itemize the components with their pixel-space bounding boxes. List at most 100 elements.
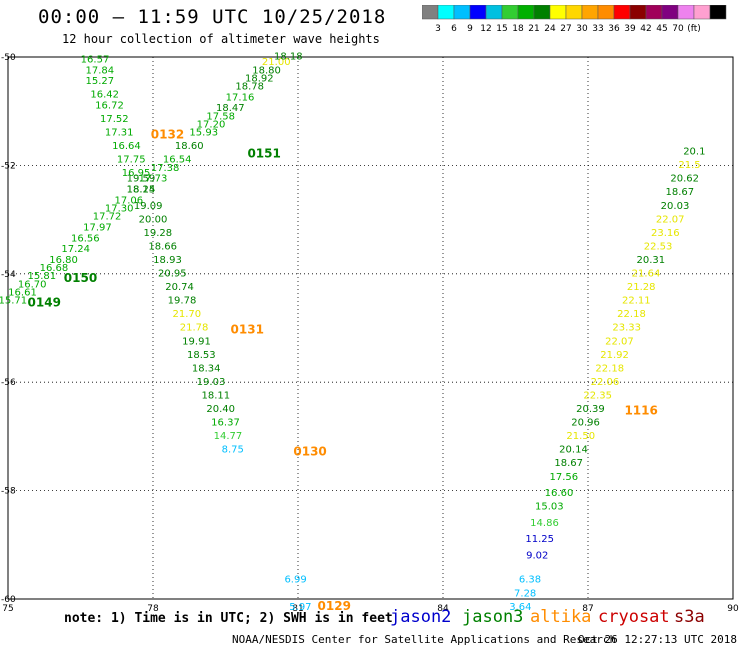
wave-height-value: 16.95 [122, 168, 151, 179]
wave-height-value: 21.64 [632, 269, 661, 280]
wave-height-value: 3.64 [509, 602, 531, 613]
colorbar-label: 70 [672, 24, 684, 34]
pass-label: 0131 [231, 322, 264, 336]
colorbar-label: 15 [496, 24, 507, 34]
x-tick-label: 90 [727, 604, 739, 614]
wave-height-value: 18.47 [216, 103, 245, 114]
wave-height-value: 22.18 [617, 309, 646, 320]
wave-height-value: 16.68 [40, 263, 69, 274]
color-scale-legend: 3 6 9 12 15 18 21 24 27 30 33 36 39 42 45 70 (ft) [422, 5, 727, 34]
wave-height-value: 19.09 [134, 201, 163, 212]
colorbar-label: 21 [528, 24, 539, 34]
footer-note: note: 1) Time is in UTC; 2) SWH is in fe… [64, 611, 393, 626]
legend-item-jason3: jason3 [462, 607, 524, 627]
wave-height-value: 16.60 [545, 488, 574, 499]
wave-height-value: 20.95 [158, 269, 187, 280]
wave-height-value: 17.84 [86, 65, 115, 76]
y-tick-label: -50 [1, 53, 16, 63]
wave-height-value: 17.20 [197, 119, 226, 130]
footer-credit: NOAA/NESDIS Center for Satellite Applica… [232, 633, 617, 646]
colorbar-label: 30 [576, 24, 588, 34]
legend-item-jason2: jason2 [390, 607, 452, 627]
wave-height-value: 17.56 [550, 472, 579, 483]
wave-height-value: 16.37 [211, 418, 240, 429]
wave-height-value: 19.28 [144, 228, 173, 239]
wave-height-value: 20.62 [670, 174, 699, 185]
wave-height-value: 21.00 [262, 57, 291, 68]
colorbar-label: 9 [467, 24, 473, 34]
wave-height-value: 16.54 [163, 155, 192, 166]
wave-height-value: 18.93 [153, 255, 182, 266]
pass-label: 0150 [64, 271, 97, 285]
wave-height-value: 21.70 [173, 309, 202, 320]
pass-label: 0129 [318, 599, 351, 613]
wave-height-value: 8.75 [222, 445, 244, 456]
wave-height-value: 20.00 [139, 214, 168, 225]
wave-height-value: 19.03 [197, 377, 226, 388]
wave-height-value: 21.5 [678, 160, 700, 171]
wave-height-value: 15.27 [86, 76, 115, 87]
chart-title: 00:00 – 11:59 UTC 10/25/2018 [38, 6, 387, 28]
wave-height-value: 16.72 [95, 100, 124, 111]
wave-height-value: 17.31 [105, 128, 134, 139]
wave-height-value: 22.53 [644, 241, 673, 252]
wave-height-value: 20.31 [637, 255, 666, 266]
wave-height-value: 19.91 [182, 336, 211, 347]
x-tick-label: 78 [147, 604, 159, 614]
wave-height-value: 14.77 [214, 431, 243, 442]
wave-height-value: 7.28 [514, 588, 536, 599]
wave-height-value: 16.56 [71, 233, 100, 244]
colorbar-label: 18 [512, 24, 524, 34]
x-tick-label: 75 [2, 604, 13, 614]
wave-height-value: 6.38 [519, 575, 541, 586]
x-tick-label: 87 [582, 604, 593, 614]
wave-height-value: 17.72 [93, 212, 122, 223]
wave-height-value: 23.33 [612, 323, 641, 334]
plot-frame [7, 56, 734, 600]
wave-height-value: 21.50 [566, 431, 595, 442]
y-tick-label: -54 [1, 270, 16, 280]
wave-height-value: 18.67 [554, 458, 583, 469]
pass-label: 1116 [624, 404, 657, 418]
wave-height-value: 16.61 [8, 287, 37, 298]
y-tick-label: -52 [1, 161, 16, 171]
wave-height-value: 21.78 [180, 323, 209, 334]
wave-height-value: 18.60 [175, 141, 204, 152]
x-tick-label: 81 [292, 604, 303, 614]
wave-height-value: 18.25 [127, 185, 156, 196]
wave-height-value: 17.16 [226, 92, 255, 103]
colorbar-label: 27 [560, 24, 571, 34]
wave-height-value: 18.53 [187, 350, 216, 361]
y-tick-label: -58 [1, 487, 16, 497]
wave-height-value: 20.14 [559, 445, 588, 456]
wave-height-value: 16.57 [81, 54, 110, 65]
wave-height-value: 15.71 [0, 296, 27, 307]
chart-subtitle: 12 hour collection of altimeter wave hei… [62, 32, 380, 46]
wave-height-value: 22.06 [591, 377, 620, 388]
footer-timestamp: Oct 26 12:27:13 UTC 2018 [578, 633, 737, 646]
wave-height-value: 5.97 [289, 602, 311, 613]
wave-height-value: 21.28 [627, 282, 656, 293]
legend-item-s3a: s3a [674, 607, 705, 627]
wave-height-value: 14.86 [530, 518, 559, 529]
colorbar-label: 12 [480, 24, 491, 34]
wave-height-value: 20.96 [571, 418, 600, 429]
wave-height-value: 23.16 [651, 228, 680, 239]
wave-height-value: 16.80 [49, 255, 78, 266]
wave-height-value: 18.11 [202, 390, 231, 401]
wave-height-value: 15.81 [28, 271, 57, 282]
wave-height-value: 20.74 [165, 282, 194, 293]
colorbar-label: 33 [592, 24, 603, 34]
wave-height-value: 22.11 [622, 296, 651, 307]
wave-height-value: 20.40 [206, 404, 235, 415]
wave-height-value: 9.02 [526, 550, 548, 561]
wave-height-value: 17.75 [117, 155, 146, 166]
colorbar-label: 36 [608, 24, 620, 34]
wave-height-value: 17.73 [139, 174, 168, 185]
wave-height-value: 20.1 [683, 147, 705, 158]
wave-height-value: 16.64 [112, 141, 141, 152]
colorbar-label: 45 [656, 24, 667, 34]
wave-height-value: 16.70 [18, 279, 47, 290]
pass-label: 0132 [151, 127, 184, 141]
